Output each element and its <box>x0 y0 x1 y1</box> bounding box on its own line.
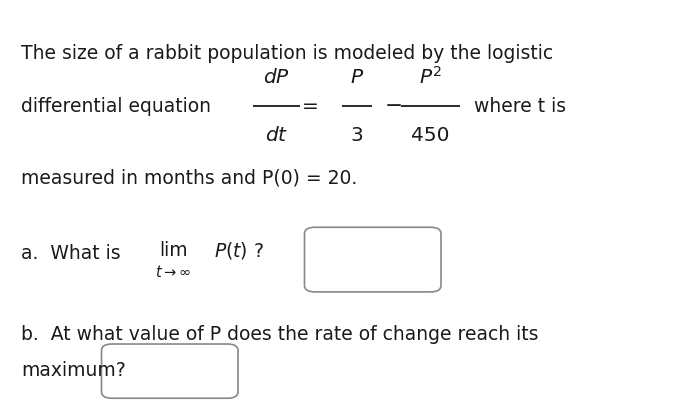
Text: where t is: where t is <box>474 97 566 116</box>
Text: $dP$: $dP$ <box>263 68 290 87</box>
Text: a.  What is: a. What is <box>21 244 120 263</box>
Text: 450: 450 <box>412 126 449 145</box>
Text: 3: 3 <box>351 126 363 145</box>
Text: maximum?: maximum? <box>21 361 126 380</box>
Text: $P(t)$ ?: $P(t)$ ? <box>214 240 263 261</box>
FancyBboxPatch shape <box>102 344 238 398</box>
Text: =: = <box>302 97 318 116</box>
Text: $dt$: $dt$ <box>265 126 288 145</box>
Text: $P^2$: $P^2$ <box>419 66 442 88</box>
Text: measured in months and P(0) = 20.: measured in months and P(0) = 20. <box>21 169 357 188</box>
Text: The size of a rabbit population is modeled by the logistic: The size of a rabbit population is model… <box>21 44 553 63</box>
FancyBboxPatch shape <box>304 227 441 292</box>
Text: differential equation: differential equation <box>21 97 211 116</box>
Text: lim: lim <box>160 241 188 260</box>
Text: b.  At what value of P does the rate of change reach its: b. At what value of P does the rate of c… <box>21 325 538 344</box>
Text: −: − <box>384 96 402 116</box>
Text: $P$: $P$ <box>350 68 364 87</box>
Text: $t\rightarrow\infty$: $t\rightarrow\infty$ <box>155 264 192 280</box>
